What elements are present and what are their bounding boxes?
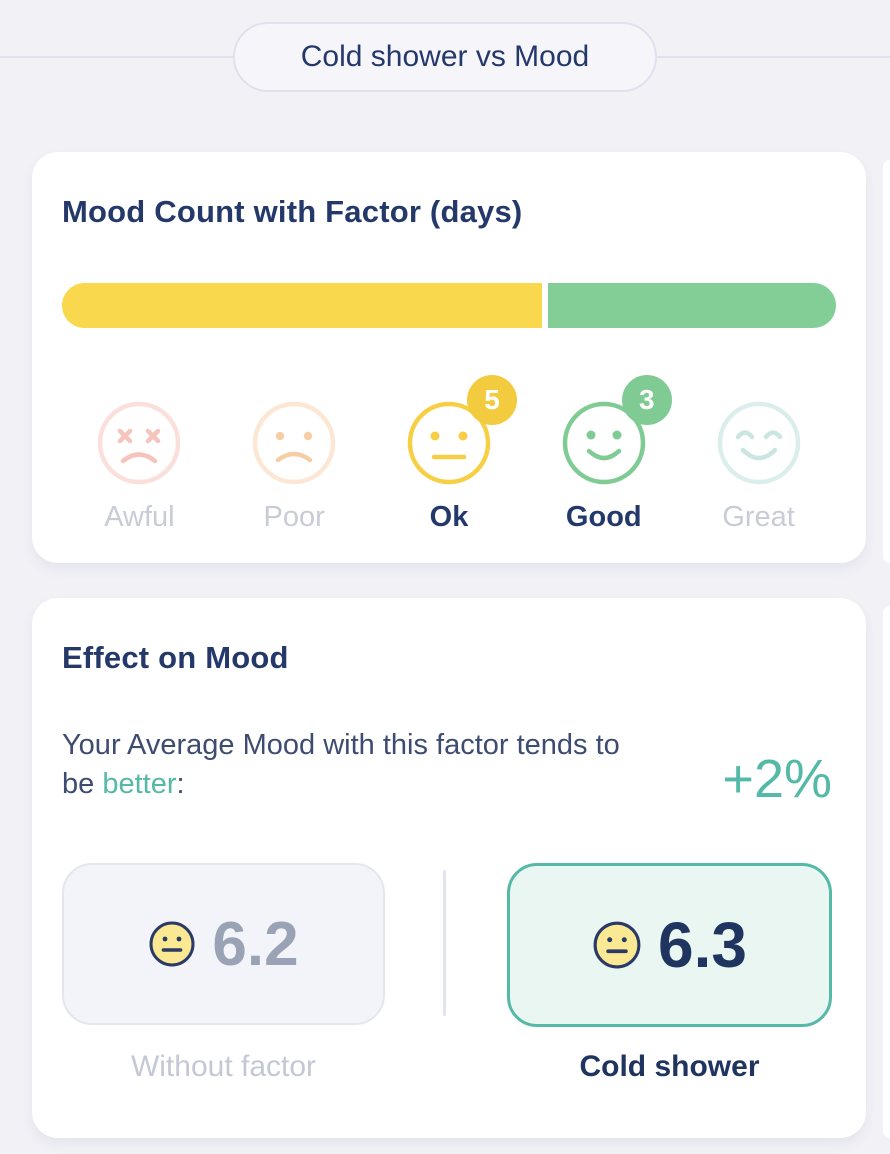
mood-item-poor: Poor	[252, 401, 336, 534]
comparison-divider	[443, 870, 446, 1016]
mood-label: Awful	[104, 501, 175, 533]
mood-delta-percentage: +2%	[722, 749, 832, 809]
mood-label: Ok	[429, 501, 469, 533]
with-factor-box: 6.3	[507, 863, 832, 1027]
effect-description: Your Average Mood with this factor tends…	[62, 729, 620, 800]
mood-label: Good	[565, 501, 642, 533]
mood-count-badge: 5	[466, 375, 517, 425]
better-highlight: better	[102, 768, 177, 800]
mood-item-great: Great	[717, 401, 801, 534]
mood-count-title: Mood Count with Factor (days)	[62, 194, 523, 229]
next-card-peek-bottom[interactable]	[883, 606, 890, 1138]
without-factor-label: Without factor	[130, 1050, 317, 1083]
effect-title: Effect on Mood	[62, 640, 289, 675]
bar-segment-ok	[62, 283, 542, 328]
mood-item-ok: 5 Ok	[407, 375, 517, 534]
neutral-face-icon	[149, 921, 195, 967]
great-face-icon	[717, 401, 801, 485]
mood-item-awful: Awful	[97, 401, 181, 534]
factor-title: Cold shower vs Mood	[300, 40, 590, 73]
factor-title-pill[interactable]: Cold shower vs Mood	[233, 22, 657, 92]
with-factor-label: Cold shower	[579, 1050, 760, 1083]
ok-face-icon: 5	[407, 375, 517, 485]
awful-face-icon	[97, 401, 181, 485]
with-factor-value: 6.3	[658, 909, 747, 981]
mood-row: Awful Poor	[62, 375, 836, 534]
without-factor-value: 6.2	[212, 909, 299, 979]
effect-on-mood-card: Effect on Mood Your Average Mood with th…	[32, 598, 866, 1138]
mood-count-badge: 3	[621, 375, 672, 425]
mood-count-card: Mood Count with Factor (days) Awful	[32, 152, 866, 563]
good-face-icon: 3	[562, 375, 672, 485]
next-card-peek-top[interactable]	[883, 160, 890, 563]
poor-face-icon	[252, 401, 336, 485]
mood-item-good: 3 Good	[562, 375, 672, 534]
mood-label: Poor	[263, 501, 325, 533]
mood-distribution-bar	[62, 283, 836, 328]
mood-label: Great	[722, 501, 795, 533]
neutral-face-icon	[593, 921, 641, 969]
without-factor-box: 6.2	[62, 863, 385, 1025]
bar-segment-good	[548, 283, 836, 328]
